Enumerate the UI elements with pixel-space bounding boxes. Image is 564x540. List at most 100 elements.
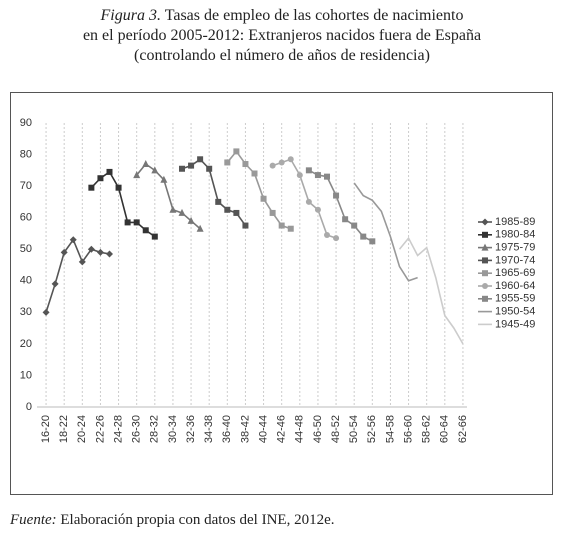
data-point (133, 219, 140, 226)
data-point (305, 198, 312, 205)
x-tick-label: 24-28 (112, 415, 124, 443)
x-tick-label: 50-54 (348, 415, 360, 443)
legend-marker (482, 257, 488, 264)
data-point (115, 184, 122, 191)
x-tick-label: 38-42 (239, 415, 251, 443)
y-tick-label: 0 (26, 401, 32, 413)
x-tick-label: 22-26 (94, 415, 106, 443)
x-tick-label: 44-48 (294, 415, 306, 443)
x-tick-label: 16-20 (40, 415, 52, 443)
data-point (287, 156, 294, 163)
legend-label: 1970-74 (495, 254, 535, 266)
data-point (251, 170, 258, 177)
data-point (169, 205, 177, 213)
data-point (260, 195, 267, 202)
y-tick-label: 30 (20, 306, 32, 318)
chart-frame (10, 92, 553, 495)
series-line (353, 182, 418, 282)
data-point (224, 159, 231, 166)
x-tick-label: 20-24 (76, 415, 88, 443)
legend-label: 1965-69 (495, 267, 535, 279)
x-tick-label: 40-44 (257, 415, 269, 443)
x-tick-label: 34-38 (203, 415, 215, 443)
legend-label: 1945-49 (495, 318, 535, 330)
data-point (324, 232, 330, 239)
data-point (215, 198, 222, 205)
x-tick-label: 52-56 (366, 415, 378, 443)
data-point (179, 165, 185, 172)
source: Fuente: Elaboración propia con datos del… (10, 512, 334, 529)
x-tick-label: 26-30 (131, 415, 143, 443)
data-point (60, 248, 68, 256)
data-point (196, 224, 204, 232)
data-point (133, 171, 141, 179)
legend-label: 1960-64 (495, 280, 535, 292)
data-point (333, 235, 340, 242)
data-point (342, 216, 349, 223)
data-point (87, 245, 95, 253)
legend-marker (481, 243, 489, 251)
data-point (351, 222, 358, 229)
data-point (278, 222, 285, 229)
legend-label: 1955-59 (495, 293, 535, 305)
y-tick-label: 40 (20, 275, 32, 287)
data-point (142, 160, 150, 168)
data-point (242, 161, 249, 168)
title-line: en el período 2005-2012: Extranjeros nac… (82, 27, 482, 44)
data-point (269, 209, 276, 216)
legend-marker (482, 231, 488, 238)
data-point (197, 156, 204, 163)
y-tick-label: 80 (20, 148, 32, 160)
data-point (151, 233, 158, 240)
chart: 0 10 20 30 40 50 60 70 80 90 16-20 18-22 20-24 22-26 2… (10, 92, 553, 495)
data-point (314, 172, 321, 179)
data-point (305, 167, 312, 174)
legend-marker (481, 218, 489, 226)
data-point (269, 162, 276, 169)
data-point (369, 238, 376, 245)
data-point (69, 236, 77, 244)
data-point (188, 162, 195, 169)
data-point (287, 225, 294, 232)
data-point (160, 175, 168, 183)
legend-label: 1985-89 (495, 216, 535, 228)
data-point (88, 184, 95, 191)
data-point (178, 208, 186, 216)
data-point (124, 219, 131, 226)
data-point (187, 216, 195, 224)
data-point (42, 308, 50, 316)
source-text: Elaboración propia con datos del INE, 20… (60, 512, 335, 528)
data-point (51, 280, 59, 288)
x-tick-label: 42-46 (276, 415, 288, 443)
x-tick-label: 36-40 (221, 415, 233, 443)
data-point (206, 165, 213, 172)
data-point (106, 250, 113, 258)
x-tick-label: 46-50 (312, 415, 324, 443)
legend-marker (482, 283, 488, 289)
data-point (296, 172, 303, 179)
data-point (97, 175, 104, 182)
x-tick-label: 48-52 (330, 415, 342, 443)
data-point (278, 159, 285, 166)
x-tick-label: 60-64 (439, 415, 451, 443)
data-point (106, 168, 113, 175)
data-point (224, 206, 231, 213)
legend-label: 1980-84 (495, 229, 535, 241)
x-tick-label: 56-60 (402, 415, 414, 443)
data-point (333, 192, 340, 199)
title-line: Figura 3. Tasas de empleo de las cohorte… (0, 6, 564, 26)
y-tick-label: 20 (20, 338, 32, 350)
title-line: (controlando el número de años de reside… (134, 47, 430, 64)
data-point (96, 248, 104, 256)
data-point (233, 209, 240, 216)
data-point (151, 166, 159, 174)
y-tick-label: 10 (20, 369, 32, 381)
x-tick-label: 32-36 (185, 415, 197, 443)
data-point (78, 258, 86, 266)
data-point (324, 173, 330, 180)
y-tick-label: 50 (20, 243, 32, 255)
data-point (142, 227, 149, 234)
series-line (398, 236, 464, 345)
data-point (360, 233, 367, 240)
